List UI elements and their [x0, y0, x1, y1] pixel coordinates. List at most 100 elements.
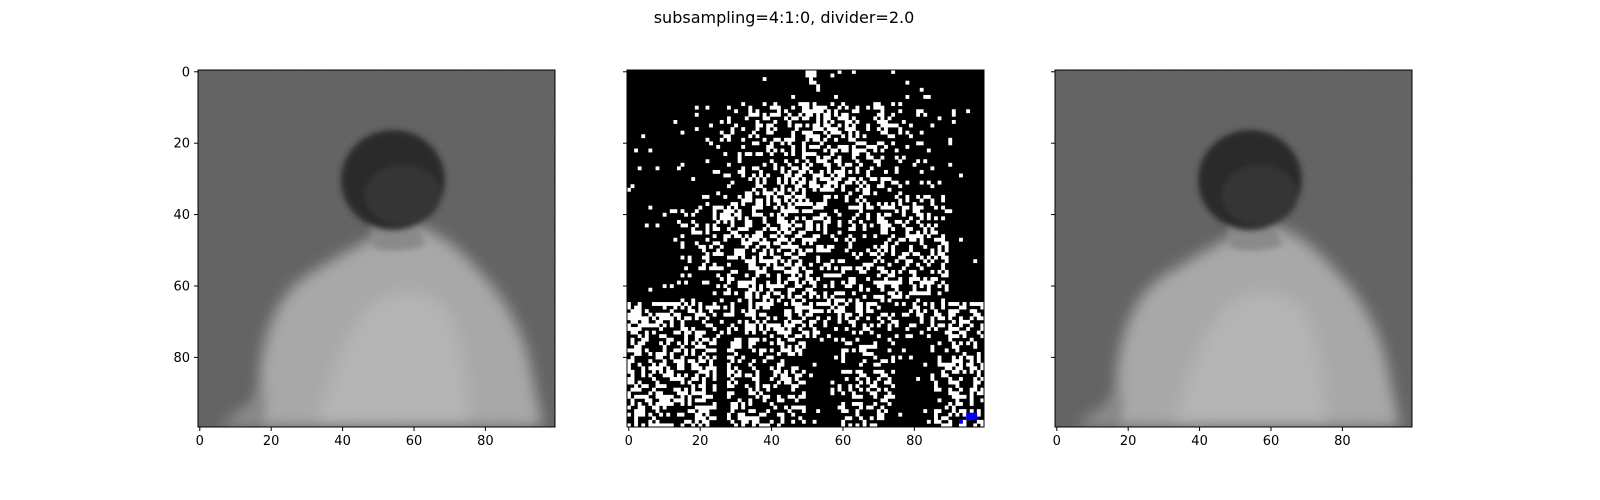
mask-pixel	[955, 359, 960, 364]
mask-pixel	[730, 384, 735, 389]
mask-pixel	[705, 323, 710, 328]
mask-pixel	[866, 266, 871, 271]
mask-pixel	[798, 173, 803, 178]
mask-pixel	[769, 402, 774, 406]
mask-pixel	[780, 359, 785, 364]
mask-pixel	[748, 219, 753, 224]
mask-pixel	[723, 284, 728, 289]
mask-pixel	[898, 127, 903, 131]
mask-pixel	[841, 187, 846, 192]
mask-pixel	[859, 369, 863, 374]
mask-pixel	[655, 166, 660, 171]
mask-pixel	[959, 423, 963, 428]
mask-pixel	[694, 209, 699, 214]
mask-pixel	[794, 344, 799, 349]
mask-pixel	[666, 412, 671, 417]
mask-pixel	[748, 298, 753, 303]
mask-pixel	[734, 248, 738, 253]
mask-pixel	[823, 155, 828, 160]
mask-pixel	[666, 423, 671, 428]
mask-pixel	[666, 369, 671, 374]
mask-pixel	[662, 384, 667, 389]
mask-pixel	[759, 312, 763, 317]
mask-highlight-pixel	[969, 412, 974, 417]
mask-pixel	[926, 334, 931, 339]
mask-pixel	[887, 177, 892, 181]
mask-pixel	[630, 337, 635, 342]
mask-pixel	[705, 409, 710, 414]
mask-pixel	[759, 198, 763, 203]
mask-pixel	[923, 309, 928, 314]
mask-pixel	[776, 341, 781, 346]
mask-pixel	[784, 373, 788, 378]
mask-pixel	[926, 234, 931, 239]
mask-pixel	[944, 241, 949, 246]
mask-pixel	[937, 341, 942, 346]
mask-pixel	[701, 344, 706, 349]
mask-pixel	[794, 266, 799, 271]
mask-pixel	[691, 387, 696, 392]
mask-pixel	[823, 137, 828, 142]
mask-pixel	[959, 402, 963, 406]
mask-pixel	[744, 384, 749, 389]
mask-pixel	[655, 355, 660, 360]
mask-pixel	[637, 344, 642, 349]
mask-pixel	[894, 259, 899, 264]
mask-pixel	[844, 377, 849, 381]
mask-pixel	[751, 337, 756, 342]
mask-pixel	[691, 409, 696, 414]
mask-pixel	[730, 341, 735, 346]
mask-pixel	[826, 187, 831, 192]
mask-pixel	[662, 284, 667, 289]
mask-pixel	[766, 202, 771, 206]
mask-pixel	[780, 223, 785, 228]
mask-pixel	[684, 330, 688, 335]
mask-pixel	[669, 402, 674, 406]
mask-pixel	[980, 327, 985, 331]
mask-pixel	[805, 227, 810, 231]
mask-pixel	[769, 348, 774, 353]
mask-pixel	[737, 169, 742, 174]
mask-pixel	[791, 180, 796, 185]
mask-pixel	[887, 237, 892, 242]
mask-pixel	[712, 355, 717, 360]
mask-pixel	[659, 319, 663, 324]
mask-pixel	[834, 194, 838, 199]
mask-pixel	[955, 412, 960, 417]
mask-pixel	[898, 184, 903, 189]
mask-pixel	[787, 173, 792, 178]
mask-pixel	[930, 259, 935, 264]
mask-pixel	[684, 334, 688, 339]
mask-pixel	[801, 144, 806, 149]
mask-pixel	[805, 134, 810, 139]
mask-pixel	[912, 237, 917, 242]
mask-pixel	[809, 152, 813, 156]
mask-pixel	[884, 202, 888, 206]
mask-pixel	[766, 123, 771, 128]
mask-pixel	[823, 227, 828, 231]
mask-pixel	[798, 194, 803, 199]
mask-pixel	[855, 423, 860, 428]
mask-pixel	[723, 194, 728, 199]
mask-pixel	[759, 252, 763, 256]
mask-pixel	[880, 398, 885, 403]
mask-pixel	[780, 284, 785, 289]
mask-pixel	[905, 144, 910, 149]
mask-pixel	[780, 373, 785, 378]
mask-pixel	[730, 209, 735, 214]
mask-pixel	[834, 291, 838, 296]
mask-pixel	[730, 230, 735, 235]
mask-pixel	[909, 123, 913, 128]
mask-pixel	[848, 312, 853, 317]
mask-pixel	[880, 369, 885, 374]
mask-pixel	[901, 119, 906, 124]
mask-pixel	[684, 223, 688, 228]
mask-pixel	[834, 127, 838, 131]
mask-pixel	[812, 309, 817, 314]
mask-pixel	[809, 209, 813, 214]
mask-pixel	[644, 337, 649, 342]
mask-pixel	[862, 344, 867, 349]
mask-pixel	[891, 294, 896, 299]
mask-pixel	[794, 373, 799, 378]
mask-pixel	[891, 291, 896, 296]
